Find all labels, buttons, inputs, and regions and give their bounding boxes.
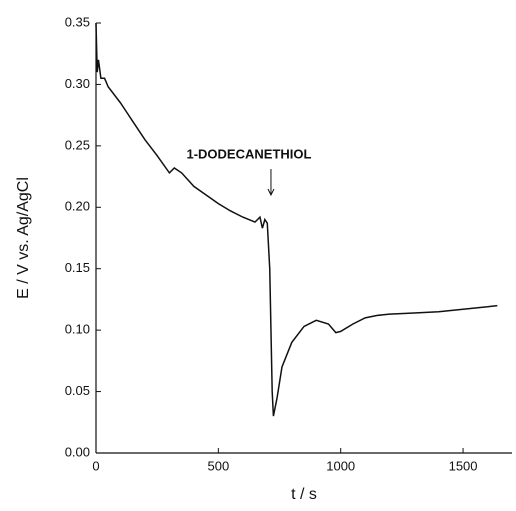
annotation: 1-DODECANETHIOL [186, 146, 311, 161]
x-tick-label: 1000 [326, 458, 355, 473]
y-tick-label: 0.05 [65, 383, 90, 398]
y-tick-label: 0.00 [65, 444, 90, 459]
y-axis-title: E / V vs. Ag/AgCl [15, 177, 32, 299]
x-axis-title: t / s [291, 486, 317, 503]
data-line [95, 22, 498, 417]
annotation-arrowhead [267, 188, 275, 197]
y-tick-label: 0.20 [65, 199, 90, 214]
y-tick-label: 0.30 [65, 76, 90, 91]
y-tick-label: 0.10 [65, 322, 90, 337]
y-tick-label: 0.35 [65, 14, 90, 29]
x-tick-label: 1500 [449, 458, 478, 473]
x-tick-label: 0 [92, 458, 99, 473]
y-tick-label: 0.15 [65, 260, 90, 275]
y-tick-label: 0.25 [65, 137, 90, 152]
x-tick-label: 500 [208, 458, 230, 473]
